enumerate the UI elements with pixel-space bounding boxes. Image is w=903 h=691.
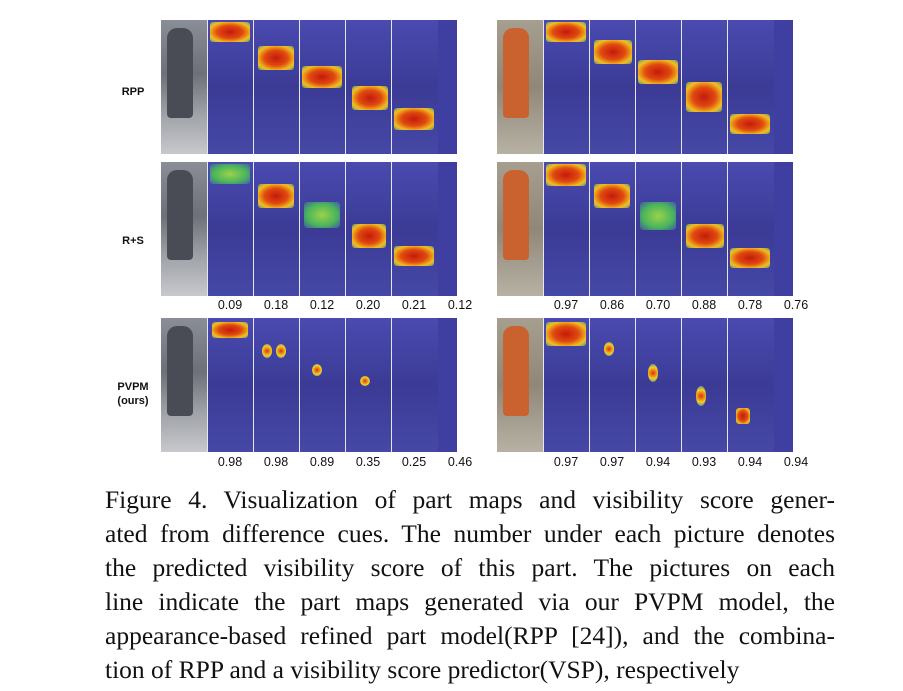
part-map: [543, 318, 590, 452]
person-image: [161, 162, 207, 296]
part-map: [345, 20, 392, 154]
person-image: [497, 162, 543, 296]
part-map: [299, 318, 346, 452]
part-map: [253, 20, 300, 154]
part-map: [635, 162, 682, 296]
score-label: 0.88: [691, 298, 717, 312]
person-image: [497, 318, 543, 452]
caption-line: ated from difference cues. The number un…: [105, 519, 835, 548]
score-label: 0.97: [553, 298, 579, 312]
part-map: [207, 318, 254, 452]
part-map: [391, 20, 438, 154]
part-map: [589, 162, 636, 296]
panel-pvpm-right: [497, 318, 793, 452]
part-map: [589, 318, 636, 452]
panel-rpp-right: [497, 20, 793, 154]
score-label: 0.25: [401, 455, 427, 469]
panel-rs-right: [497, 162, 793, 296]
score-label: 0.21: [401, 298, 427, 312]
score-label: 0.20: [355, 298, 381, 312]
score-label: 0.86: [599, 298, 625, 312]
part-map: [681, 318, 728, 452]
score-label: 0.98: [217, 455, 243, 469]
part-map: [543, 162, 590, 296]
part-map: [681, 20, 728, 154]
score-label: 0.35: [355, 455, 381, 469]
caption-line: line indicate the part maps generated vi…: [105, 587, 835, 616]
score-label: 0.97: [553, 455, 579, 469]
row-label-rpp: RPP: [121, 86, 145, 98]
caption-line: appearance-based refined part model(RPP …: [105, 621, 835, 650]
score-label: 0.70: [645, 298, 671, 312]
panel-rs-left: [161, 162, 457, 296]
part-map: [299, 20, 346, 154]
part-map: [635, 20, 682, 154]
person-image: [161, 318, 207, 452]
panel-rpp-left: [161, 20, 457, 154]
part-map: [253, 318, 300, 452]
score-label: 0.18: [263, 298, 289, 312]
score-label: 0.76: [783, 298, 809, 312]
row-label-pvpm: PVPM (ours): [117, 381, 149, 407]
row-label-rs: R+S: [122, 235, 144, 247]
score-label: 0.97: [599, 455, 625, 469]
part-map: [299, 162, 346, 296]
caption-line: tion of RPP and a visibility score predi…: [105, 655, 740, 684]
score-label: 0.78: [737, 298, 763, 312]
part-map: [681, 162, 728, 296]
panel-pvpm-left: [161, 318, 457, 452]
part-map: [543, 20, 590, 154]
part-map: [207, 162, 254, 296]
score-label: 0.12: [447, 298, 473, 312]
score-label: 0.94: [737, 455, 763, 469]
score-label: 0.98: [263, 455, 289, 469]
part-map: [345, 318, 392, 452]
person-image: [161, 20, 207, 154]
part-map: [391, 162, 438, 296]
part-map: [589, 20, 636, 154]
part-map: [635, 318, 682, 452]
score-label: 0.93: [691, 455, 717, 469]
part-map: [253, 162, 300, 296]
score-label: 0.09: [217, 298, 243, 312]
caption-line: the predicted visibility score of this p…: [105, 553, 835, 582]
figure-caption: Figure 4. Visualization of part maps and…: [105, 483, 835, 687]
part-map: [727, 20, 774, 154]
score-label: 0.46: [447, 455, 473, 469]
part-map: [727, 162, 774, 296]
score-label: 0.94: [783, 455, 809, 469]
person-image: [497, 20, 543, 154]
part-map: [391, 318, 438, 452]
part-map: [207, 20, 254, 154]
score-label: 0.94: [645, 455, 671, 469]
part-map: [345, 162, 392, 296]
caption-line: Figure 4. Visualization of part maps and…: [105, 485, 835, 514]
part-map: [727, 318, 774, 452]
score-label: 0.12: [309, 298, 335, 312]
score-label: 0.89: [309, 455, 335, 469]
